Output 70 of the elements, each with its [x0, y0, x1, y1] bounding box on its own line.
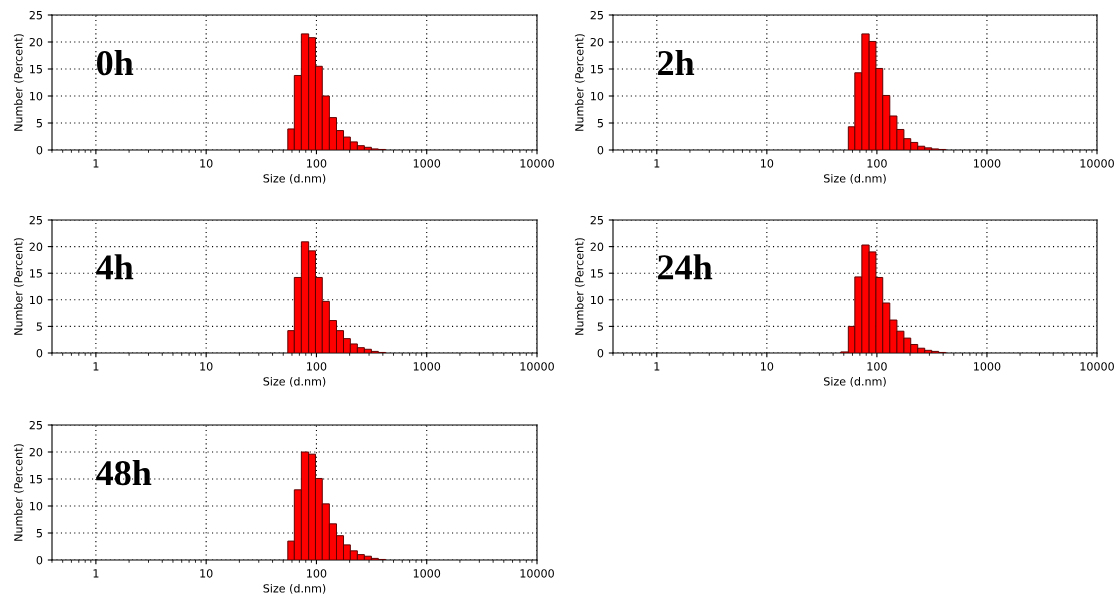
y-tick-label: 5	[597, 119, 603, 128]
y-tick-label: 10	[30, 91, 43, 101]
y-axis-title: Number (Percent)	[13, 444, 24, 541]
x-tick-label: 10	[200, 159, 213, 168]
x-tick-label: 1	[93, 159, 99, 168]
x-tick-label: 10	[200, 569, 213, 578]
y-tick-label: 15	[591, 269, 603, 278]
y-tick-label: 5	[597, 322, 603, 331]
annotation: 48h	[96, 459, 152, 486]
x-tick-label: 1000	[413, 159, 441, 168]
y-tick-label: 15	[591, 65, 603, 74]
y-tick-label: 5	[36, 322, 42, 331]
y-tick-label: 25	[29, 420, 42, 430]
x-tick-label: 100	[867, 159, 887, 168]
x-axis-title: Size (d.nm)	[824, 376, 886, 387]
x-tick-label: 10000	[1080, 362, 1114, 371]
x-tick-label: 1	[654, 362, 660, 371]
y-tick-label: 25	[590, 215, 603, 225]
x-tick-label: 10000	[520, 159, 554, 168]
x-tick-label: 1	[93, 362, 99, 371]
x-tick-label: 1	[654, 159, 660, 168]
y-axis-title: Number (Percent)	[13, 34, 24, 131]
x-tick-label: 10	[200, 362, 213, 371]
y-tick-label: 0	[36, 145, 43, 155]
y-axis-title: Number (Percent)	[574, 34, 585, 131]
x-tick-label: 100	[307, 362, 327, 371]
x-tick-label: 10000	[520, 569, 554, 578]
y-tick-label: 5	[36, 119, 42, 128]
x-tick-label: 100	[307, 569, 327, 578]
y-tick-label: 10	[591, 91, 604, 101]
annotation: 4h	[96, 254, 134, 280]
y-tick-label: 5	[36, 529, 42, 538]
x-axis-title: Size (d.nm)	[263, 583, 326, 594]
x-tick-label: 10	[761, 159, 774, 168]
y-tick-label: 25	[29, 215, 42, 225]
x-tick-label: 1	[93, 569, 99, 578]
x-tick-label: 1000	[413, 569, 441, 578]
annotation: 24h	[658, 254, 713, 280]
y-tick-label: 10	[591, 295, 604, 305]
y-tick-label: 20	[590, 37, 604, 47]
x-tick-label: 10	[761, 362, 774, 371]
x-tick-label: 1000	[413, 362, 441, 371]
x-tick-label: 1000	[974, 362, 1001, 371]
x-tick-label: 100	[307, 159, 327, 168]
y-tick-label: 0	[597, 348, 604, 358]
x-tick-label: 10000	[520, 362, 554, 371]
y-tick-label: 0	[36, 555, 43, 565]
y-tick-label: 20	[590, 242, 604, 251]
x-axis-title: Size (d.nm)	[263, 173, 326, 184]
y-tick-label: 20	[29, 447, 43, 457]
y-tick-label: 20	[29, 37, 43, 47]
x-axis-title: Size (d.nm)	[263, 376, 326, 387]
y-axis-title: Number (Percent)	[13, 238, 24, 335]
y-tick-label: 15	[30, 475, 42, 484]
y-tick-label: 10	[30, 295, 43, 305]
y-tick-label: 25	[29, 10, 42, 20]
x-axis-title: Size (d.nm)	[824, 173, 886, 184]
y-tick-label: 25	[590, 10, 603, 20]
annotation: 0h	[97, 49, 134, 76]
y-tick-label: 0	[36, 348, 43, 358]
y-tick-label: 10	[30, 501, 43, 511]
x-tick-label: 1000	[974, 159, 1001, 168]
x-tick-label: 100	[867, 362, 887, 371]
y-tick-label: 0	[597, 145, 604, 155]
y-tick-label: 20	[29, 242, 43, 251]
y-tick-label: 15	[30, 65, 42, 74]
y-axis-title: Number (Percent)	[574, 238, 585, 335]
x-tick-label: 10000	[1080, 159, 1114, 168]
annotation: 2h	[658, 49, 695, 75]
y-tick-label: 15	[30, 269, 42, 278]
